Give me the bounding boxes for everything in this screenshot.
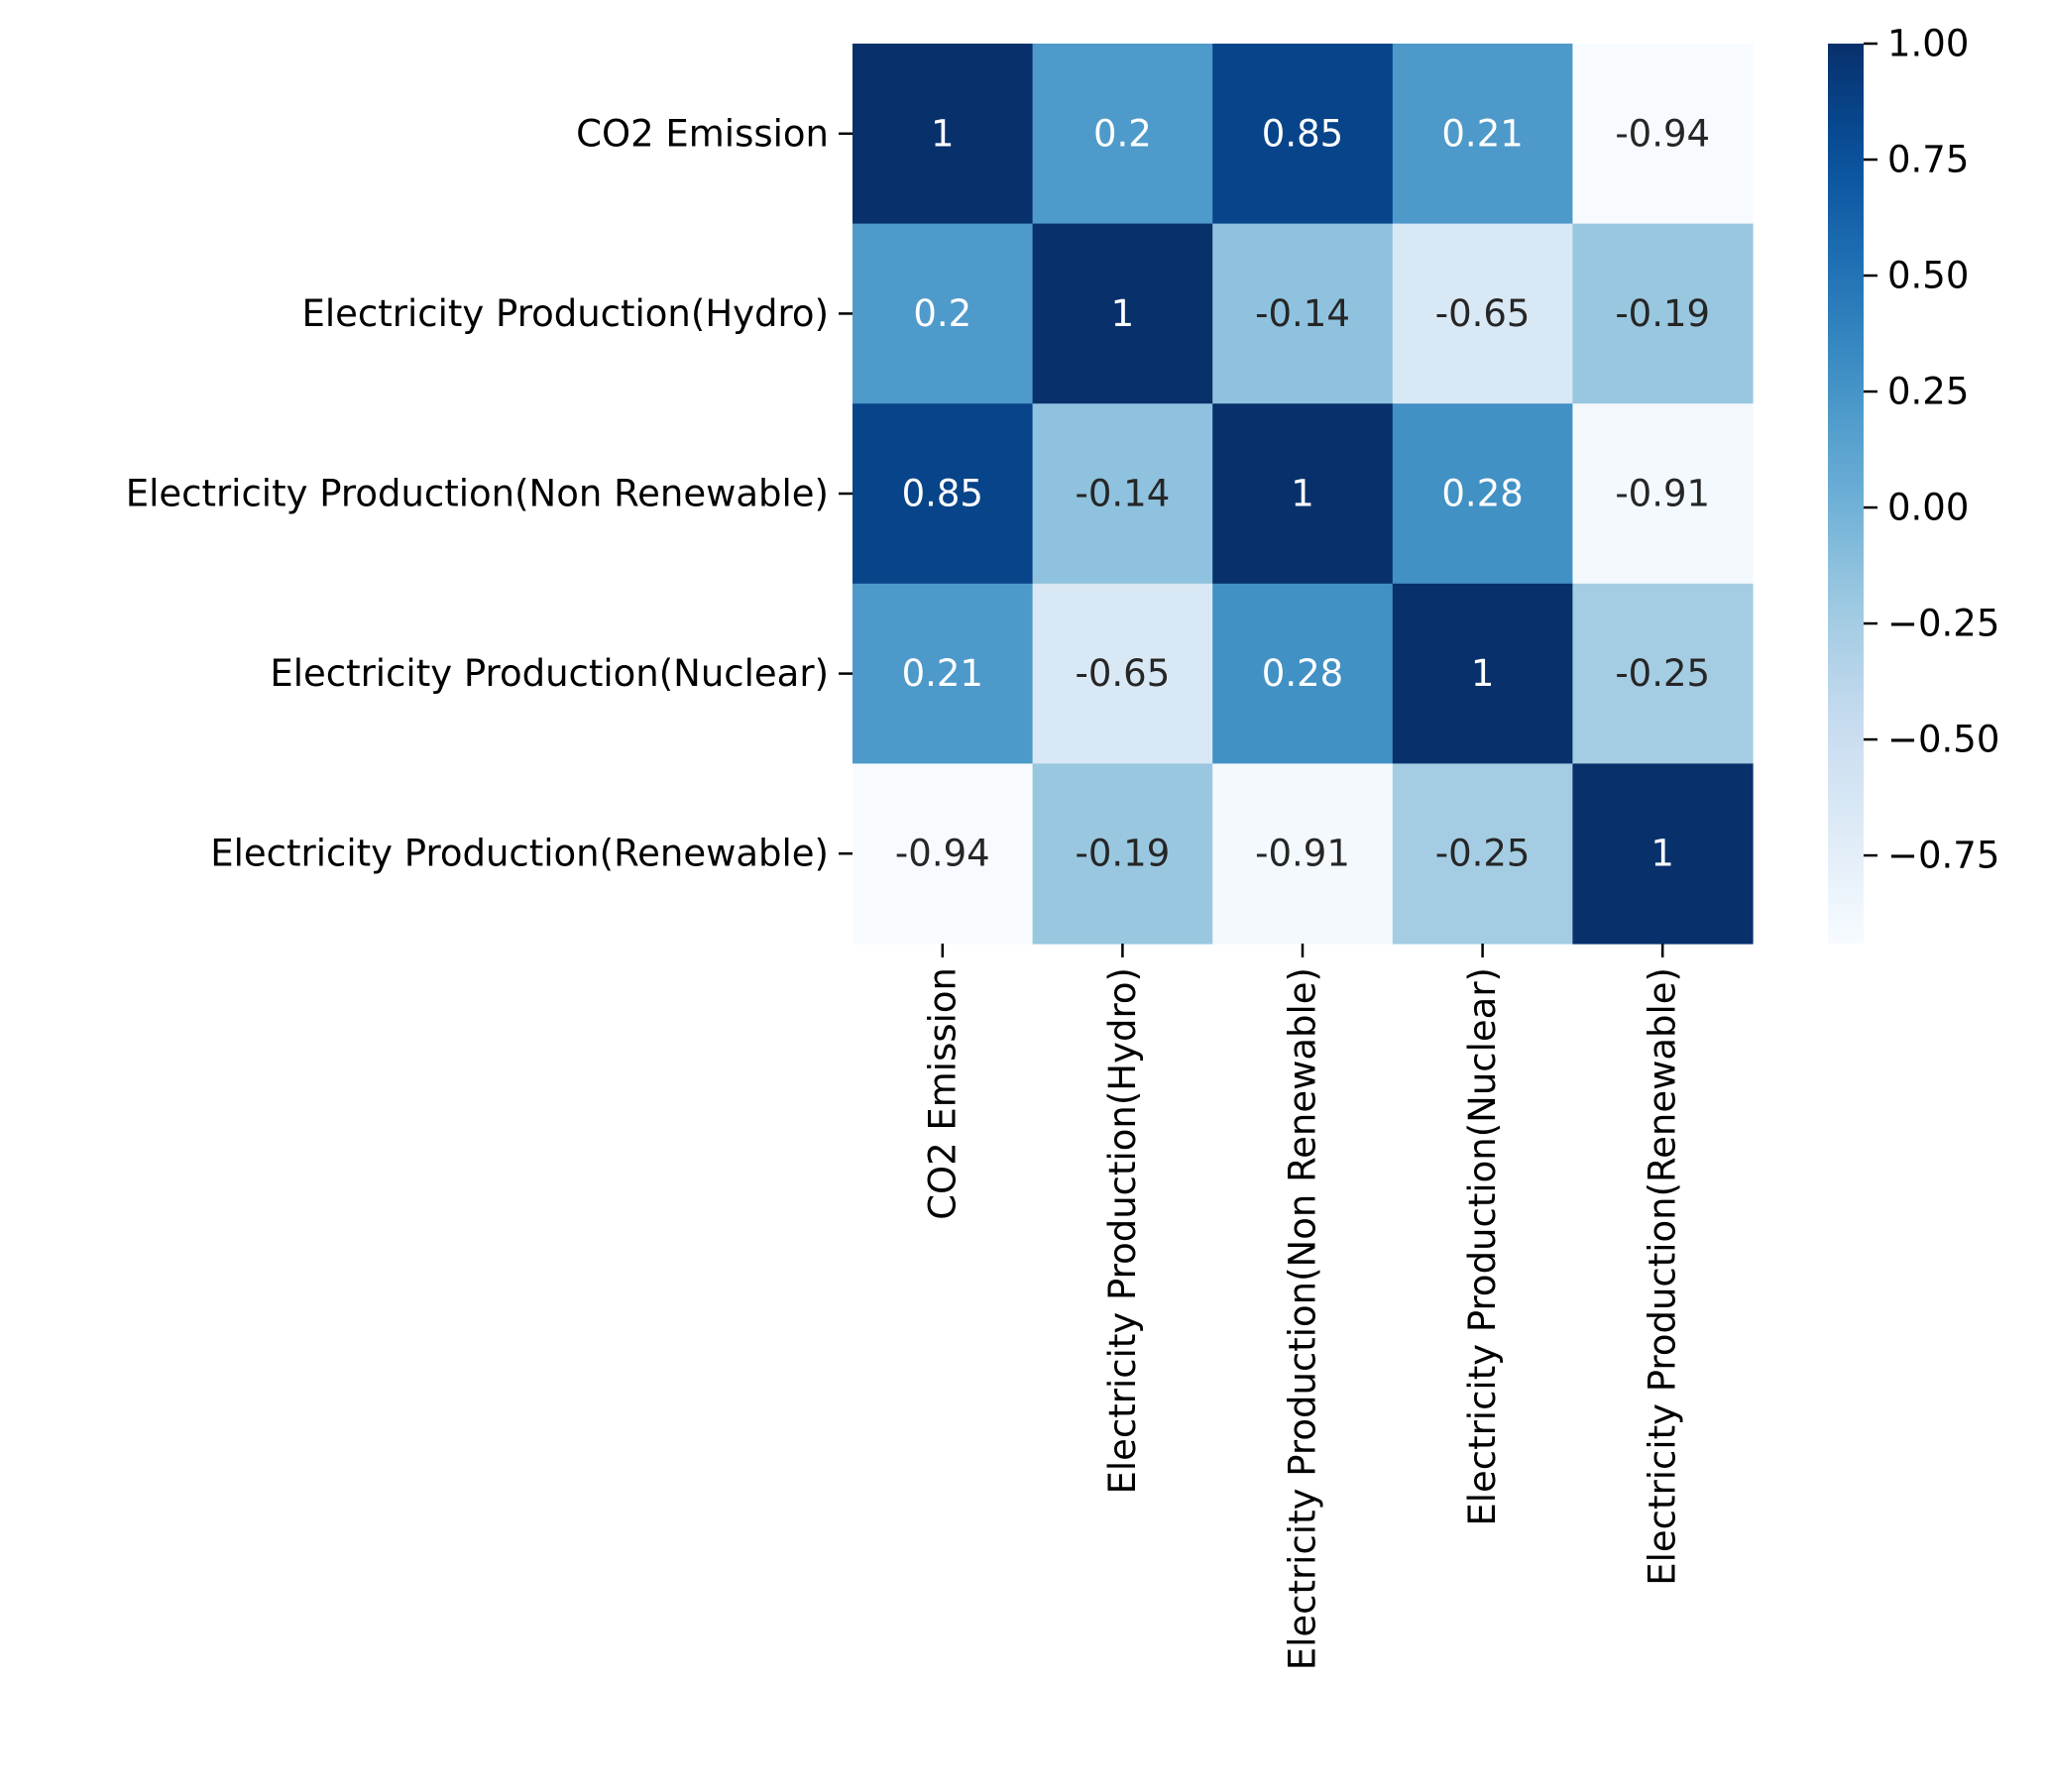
cell-value-label: 1 — [1111, 292, 1135, 335]
heatmap-cell — [1572, 583, 1754, 764]
row-tick-label: Electricity Production(Non Renewable) — [126, 473, 829, 515]
heatmap-cell — [1572, 763, 1754, 945]
heatmap-cell — [1392, 44, 1573, 225]
heatmap-cell — [1032, 223, 1213, 404]
colorbar-tick-label: −0.25 — [1887, 603, 1999, 645]
heatmap-cell — [1572, 44, 1754, 225]
cell-value-label: 0.21 — [902, 652, 983, 695]
heatmap-cell — [1032, 763, 1213, 945]
heatmap-cell — [1032, 44, 1213, 225]
heatmap-cell — [1212, 223, 1394, 404]
cell-value-label: -0.94 — [1615, 112, 1710, 155]
row-tick-label: Electricity Production(Hydro) — [301, 292, 829, 335]
cell-value-label: 1 — [1291, 473, 1314, 515]
heatmap-cell — [852, 583, 1034, 764]
colorbar-tick-label: 0.50 — [1887, 255, 1969, 297]
column-tick-label: CO2 Emission — [921, 967, 964, 1220]
cell-value-label: -0.91 — [1615, 473, 1710, 515]
heatmap-cell — [1032, 583, 1213, 764]
cell-value-label: 1 — [931, 112, 955, 155]
column-tick-label: Electricity Production(Hydro) — [1101, 967, 1144, 1495]
cell-value-label: 1 — [1471, 652, 1495, 695]
cell-value-label: 0.2 — [1093, 112, 1152, 155]
column-tick-label: Electricity Production(Nuclear) — [1461, 967, 1504, 1526]
row-tick-label: Electricity Production(Renewable) — [210, 833, 829, 875]
heatmap-cell — [1572, 403, 1754, 585]
row-tick-label: CO2 Emission — [576, 112, 829, 155]
cell-value-label: -0.19 — [1615, 292, 1710, 335]
cell-value-label: -0.65 — [1076, 652, 1171, 695]
heatmap-cell — [1392, 583, 1573, 764]
cell-value-label: -0.19 — [1076, 833, 1171, 875]
heatmap-cell — [1572, 223, 1754, 404]
row-tick-label: Electricity Production(Nuclear) — [270, 652, 829, 695]
colorbar-tick-label: 0.25 — [1887, 371, 1969, 413]
row-tick-labels: CO2 Emission Electricity Production(Hydro… — [126, 112, 852, 875]
colorbar-tick-label: 0.75 — [1887, 139, 1969, 181]
colorbar-tick-label: 1.00 — [1887, 23, 1969, 65]
cell-value-label: 0.21 — [1441, 112, 1523, 155]
heatmap-cell — [852, 403, 1034, 585]
cell-value-label: -0.25 — [1615, 652, 1710, 695]
cell-value-label: -0.91 — [1255, 833, 1350, 875]
heatmap-cell — [1212, 44, 1394, 225]
colorbar-tick-label: −0.50 — [1887, 719, 1999, 761]
colorbar-tick-label: −0.75 — [1887, 835, 1999, 877]
heatmap-cell — [1212, 583, 1394, 764]
column-tick-label: Electricity Production(Renewable) — [1642, 967, 1684, 1586]
cell-value-label: 0.85 — [902, 473, 983, 515]
column-tick-labels: CO2 Emission Electricity Production(Hydro… — [921, 944, 1684, 1670]
column-tick-label: Electricity Production(Non Renewable) — [1282, 967, 1324, 1670]
cell-value-label: 0.28 — [1262, 652, 1343, 695]
heatmap-cell — [1392, 763, 1573, 945]
heatmap-cell — [1212, 763, 1394, 945]
cell-value-label: -0.14 — [1076, 473, 1171, 515]
cell-value-label: 1 — [1650, 833, 1674, 875]
cell-value-label: -0.65 — [1435, 292, 1531, 335]
colorbar-gradient — [1828, 44, 1864, 944]
heatmap-cell — [1032, 403, 1213, 585]
heatmap-cell — [1392, 403, 1573, 585]
cell-value-label: -0.25 — [1435, 833, 1531, 875]
heatmap-cell — [852, 44, 1034, 225]
cell-value-label: 0.28 — [1441, 473, 1523, 515]
heatmap-cell — [1392, 223, 1573, 404]
colorbar: 1.00 0.75 0.50 0.25 0.00 −0.25 −0.50 −0.75 — [1828, 23, 1999, 944]
cell-value-label: -0.94 — [895, 833, 990, 875]
heatmap-cell — [852, 223, 1034, 404]
heatmap-cell — [852, 763, 1034, 945]
cell-value-label: -0.14 — [1255, 292, 1350, 335]
heatmap-cell — [1212, 403, 1394, 585]
cell-value-label: 0.85 — [1262, 112, 1343, 155]
heatmap-cells: 1 0.2 0.85 0.21 -0.940.2 1 -0.14 -0.65 -0.190.85… — [852, 44, 1754, 945]
cell-value-label: 0.2 — [913, 292, 971, 335]
colorbar-tick-label: 0.00 — [1887, 487, 1969, 529]
